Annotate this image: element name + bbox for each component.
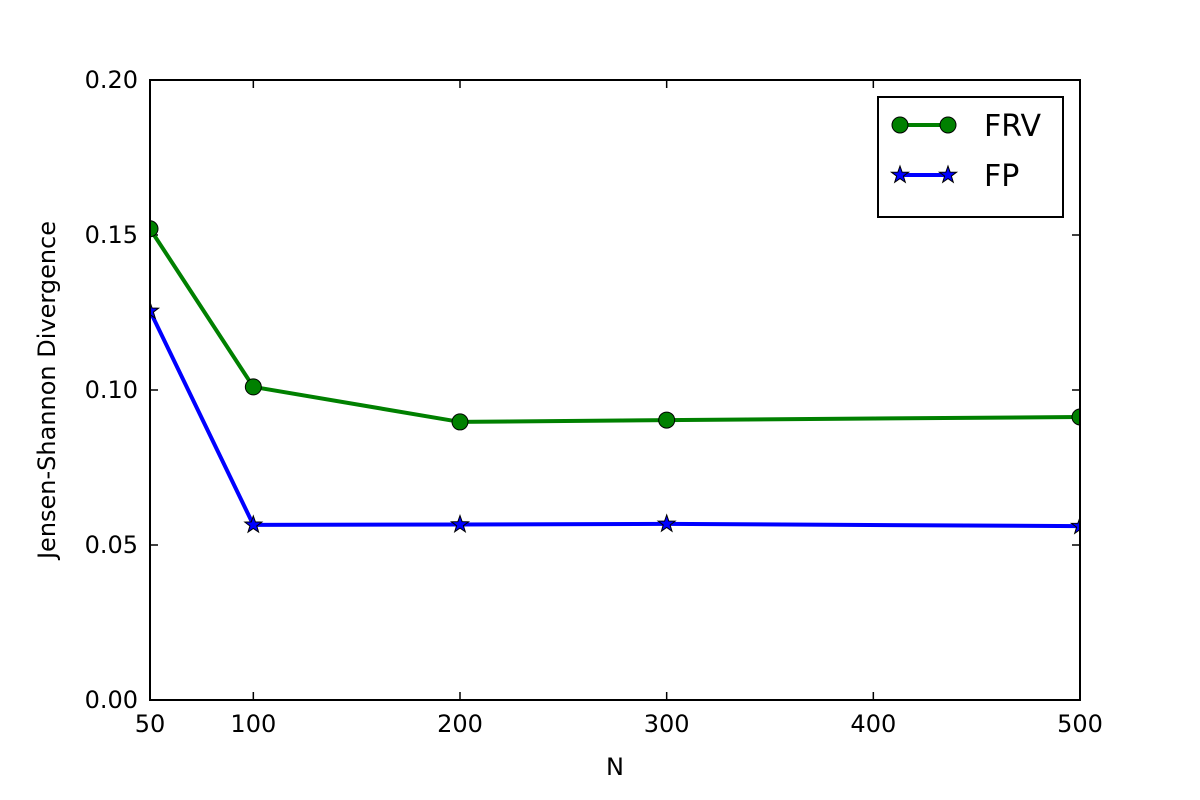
marker — [150, 300, 161, 320]
marker — [449, 513, 471, 534]
x-tick-label: 100 — [230, 710, 276, 738]
marker — [150, 220, 159, 238]
marker — [1071, 408, 1080, 426]
series-line — [150, 227, 1080, 424]
y-tick-label: 0.05 — [85, 531, 138, 559]
y-tick-label: 0.00 — [85, 686, 138, 714]
marker — [889, 164, 911, 184]
x-axis-label: N — [606, 753, 624, 781]
marker — [937, 164, 959, 184]
marker — [451, 413, 469, 431]
x-tick-label: 400 — [850, 710, 896, 738]
x-tick-label: 200 — [437, 710, 483, 738]
marker — [658, 411, 676, 429]
plot-area — [150, 220, 1080, 535]
y-tick-label: 0.10 — [85, 376, 138, 404]
marker — [891, 116, 909, 134]
y-axis-label: Jensen-Shannon Divergence — [33, 221, 61, 561]
marker — [1069, 515, 1080, 535]
marker — [939, 116, 957, 134]
legend-label: FP — [984, 159, 1019, 194]
marker — [656, 513, 677, 533]
legend-label: FRV — [984, 109, 1041, 144]
y-tick-label: 0.15 — [85, 221, 138, 249]
x-tick-label: 50 — [135, 710, 166, 738]
marker — [244, 378, 262, 396]
x-tick-label: 500 — [1057, 710, 1103, 738]
y-tick-label: 0.20 — [85, 66, 138, 94]
x-tick-label: 300 — [644, 710, 690, 738]
plot-frame — [149, 79, 1081, 701]
legend-box — [877, 96, 1064, 218]
marker — [243, 514, 264, 534]
